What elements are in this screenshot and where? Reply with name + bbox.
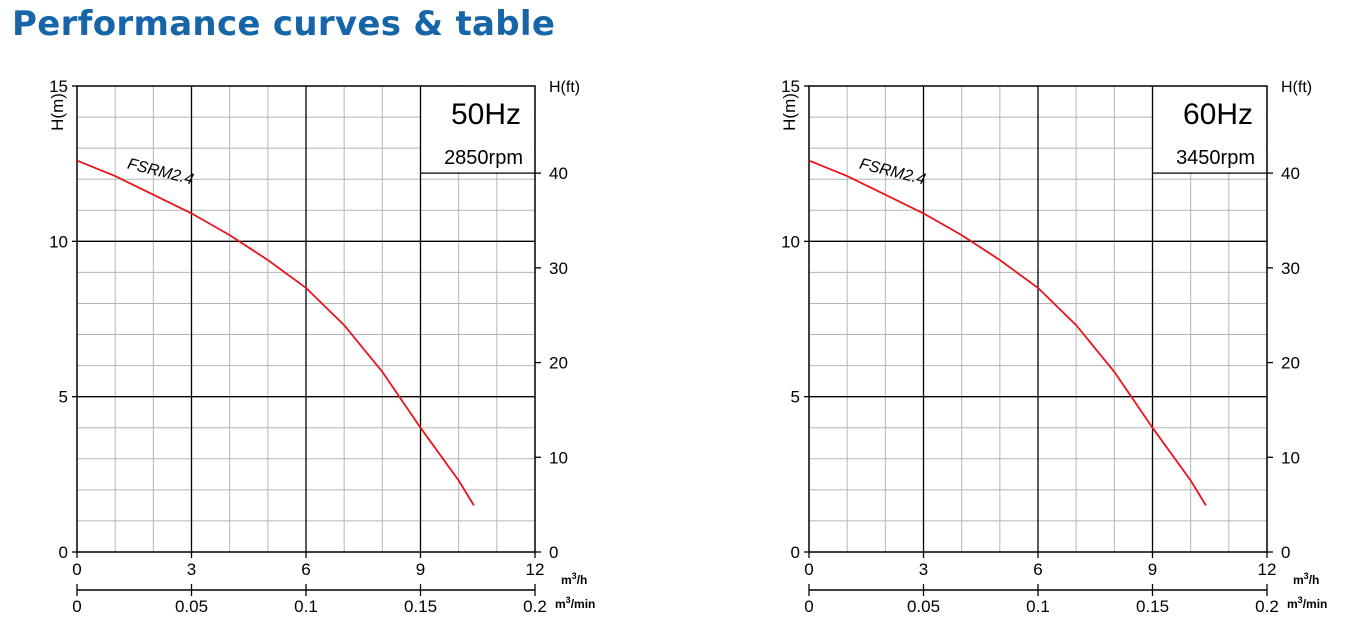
x-tick-label: 9 [416, 560, 425, 579]
y-axis-label: H(m) [48, 93, 67, 131]
x-axis-unit-m3h: m3/h [561, 571, 587, 587]
speed-label: 2850rpm [444, 147, 523, 169]
x-secondary-tick-label: 0.1 [294, 597, 318, 616]
y-right-tick-label: 30 [549, 259, 568, 278]
y-tick-label: 0 [791, 543, 800, 562]
y-tick-label: 10 [49, 232, 68, 251]
y-right-tick-label: 20 [1281, 354, 1300, 373]
y-right-tick-label: 10 [1281, 448, 1300, 467]
performance-curve [808, 159, 1207, 506]
x-tick-label: 3 [919, 560, 928, 579]
x-secondary-tick-label: 0.05 [175, 597, 208, 616]
x-secondary-tick-label: 0.15 [404, 597, 437, 616]
speed-label: 3450rpm [1176, 147, 1255, 169]
x-axis-unit-m3min: m3/min [555, 595, 595, 611]
y-right-tick-label: 0 [1281, 543, 1290, 562]
x-tick-label: 0 [804, 560, 813, 579]
x-axis-unit-m3min: m3/min [1287, 595, 1327, 611]
x-tick-label: 0 [72, 560, 81, 579]
x-secondary-tick-label: 0.1 [1026, 597, 1050, 616]
x-tick-label: 9 [1148, 560, 1157, 579]
y-right-tick-label: 20 [549, 354, 568, 373]
speed-label-box [1153, 87, 1266, 173]
performance-curve [76, 159, 475, 506]
y-tick-label: 10 [781, 232, 800, 251]
x-tick-label: 12 [1258, 560, 1277, 579]
x-secondary-tick-label: 0.05 [907, 597, 940, 616]
y-tick-label: 5 [791, 388, 800, 407]
y-right-tick-label: 0 [549, 543, 558, 562]
y-right-tick-label: 40 [549, 164, 568, 183]
y-right-tick-label: 10 [549, 448, 568, 467]
speed-label-box [421, 87, 534, 173]
x-secondary-tick-label: 0.15 [1136, 597, 1169, 616]
page-title: Performance curves & table [12, 4, 556, 44]
y-tick-label: 15 [781, 77, 800, 96]
y-tick-label: 5 [59, 388, 68, 407]
y-right-axis-label: H(ft) [1281, 79, 1312, 96]
x-secondary-tick-label: 0.2 [523, 597, 547, 616]
x-tick-label: 3 [187, 560, 196, 579]
x-tick-label: 6 [301, 560, 310, 579]
frequency-label: 60Hz [1183, 98, 1253, 131]
x-secondary-tick-label: 0.2 [1255, 597, 1279, 616]
x-secondary-tick-label: 0 [804, 597, 813, 616]
x-tick-label: 12 [526, 560, 545, 579]
x-secondary-tick-label: 0 [72, 597, 81, 616]
curve-label: FSRM2.4 [858, 156, 928, 189]
y-axis-label: H(m) [780, 93, 799, 131]
y-tick-label: 0 [59, 543, 68, 562]
curve-label: FSRM2.4 [126, 156, 196, 189]
y-right-tick-label: 40 [1281, 164, 1300, 183]
frequency-label: 50Hz [451, 98, 521, 131]
y-right-tick-label: 30 [1281, 259, 1300, 278]
y-right-axis-label: H(ft) [549, 79, 580, 96]
x-tick-label: 6 [1033, 560, 1042, 579]
x-axis-unit-m3h: m3/h [1293, 571, 1319, 587]
y-tick-label: 15 [49, 77, 68, 96]
